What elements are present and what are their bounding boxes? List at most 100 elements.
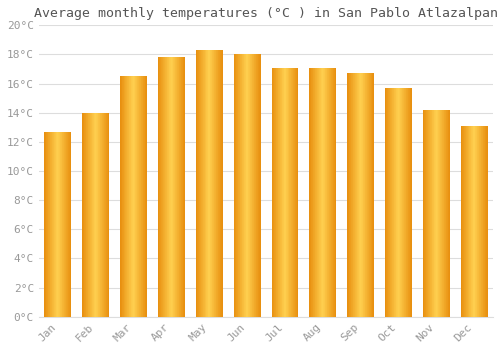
Bar: [222, 50, 223, 317]
Bar: [97, 113, 98, 317]
Bar: [158, 57, 160, 317]
Bar: [166, 57, 167, 317]
Bar: [370, 74, 371, 317]
Bar: [182, 57, 184, 317]
Bar: [61, 132, 62, 317]
Bar: [257, 55, 258, 317]
Bar: [315, 68, 316, 317]
Bar: [312, 68, 313, 317]
Bar: [408, 88, 410, 317]
Bar: [248, 55, 250, 317]
Bar: [386, 88, 388, 317]
Bar: [216, 50, 218, 317]
Bar: [332, 68, 333, 317]
Bar: [108, 113, 109, 317]
Bar: [236, 55, 237, 317]
Bar: [206, 50, 207, 317]
Bar: [245, 55, 246, 317]
Bar: [60, 132, 61, 317]
Bar: [234, 55, 236, 317]
Bar: [471, 126, 472, 317]
Bar: [59, 132, 60, 317]
Bar: [89, 113, 90, 317]
Bar: [328, 68, 329, 317]
Bar: [58, 132, 59, 317]
Bar: [133, 76, 134, 317]
Bar: [287, 68, 288, 317]
Bar: [170, 57, 172, 317]
Bar: [238, 55, 240, 317]
Bar: [393, 88, 394, 317]
Bar: [350, 74, 351, 317]
Bar: [478, 126, 479, 317]
Bar: [238, 55, 239, 317]
Bar: [210, 50, 212, 317]
Bar: [404, 88, 406, 317]
Bar: [83, 113, 84, 317]
Bar: [390, 88, 392, 317]
Bar: [361, 74, 362, 317]
Bar: [445, 110, 446, 317]
Bar: [182, 57, 183, 317]
Bar: [404, 88, 405, 317]
Bar: [164, 57, 165, 317]
Bar: [398, 88, 400, 317]
Bar: [467, 126, 468, 317]
Bar: [334, 68, 335, 317]
Bar: [484, 126, 485, 317]
Bar: [170, 57, 171, 317]
Bar: [47, 132, 48, 317]
Bar: [138, 76, 140, 317]
Bar: [55, 132, 56, 317]
Bar: [279, 68, 280, 317]
Bar: [131, 76, 132, 317]
Bar: [310, 68, 311, 317]
Bar: [256, 55, 258, 317]
Bar: [392, 88, 394, 317]
Bar: [137, 76, 138, 317]
Bar: [213, 50, 214, 317]
Bar: [392, 88, 393, 317]
Bar: [104, 113, 105, 317]
Bar: [249, 55, 250, 317]
Bar: [220, 50, 222, 317]
Bar: [69, 132, 70, 317]
Bar: [372, 74, 374, 317]
Bar: [364, 74, 365, 317]
Bar: [142, 76, 144, 317]
Bar: [358, 74, 359, 317]
Bar: [435, 110, 436, 317]
Bar: [406, 88, 408, 317]
Bar: [258, 55, 260, 317]
Bar: [93, 113, 94, 317]
Bar: [324, 68, 325, 317]
Bar: [92, 113, 94, 317]
Bar: [466, 126, 467, 317]
Bar: [394, 88, 396, 317]
Bar: [142, 76, 143, 317]
Bar: [102, 113, 104, 317]
Bar: [369, 74, 370, 317]
Bar: [87, 113, 88, 317]
Bar: [388, 88, 389, 317]
Bar: [360, 74, 362, 317]
Bar: [425, 110, 426, 317]
Bar: [283, 68, 284, 317]
Bar: [348, 74, 350, 317]
Bar: [202, 50, 203, 317]
Bar: [46, 132, 48, 317]
Bar: [127, 76, 128, 317]
Bar: [140, 76, 142, 317]
Bar: [65, 132, 66, 317]
Bar: [219, 50, 220, 317]
Bar: [206, 50, 208, 317]
Bar: [178, 57, 179, 317]
Bar: [184, 57, 185, 317]
Bar: [242, 55, 244, 317]
Bar: [82, 113, 84, 317]
Bar: [276, 68, 278, 317]
Bar: [410, 88, 412, 317]
Bar: [179, 57, 180, 317]
Bar: [162, 57, 164, 317]
Bar: [100, 113, 102, 317]
